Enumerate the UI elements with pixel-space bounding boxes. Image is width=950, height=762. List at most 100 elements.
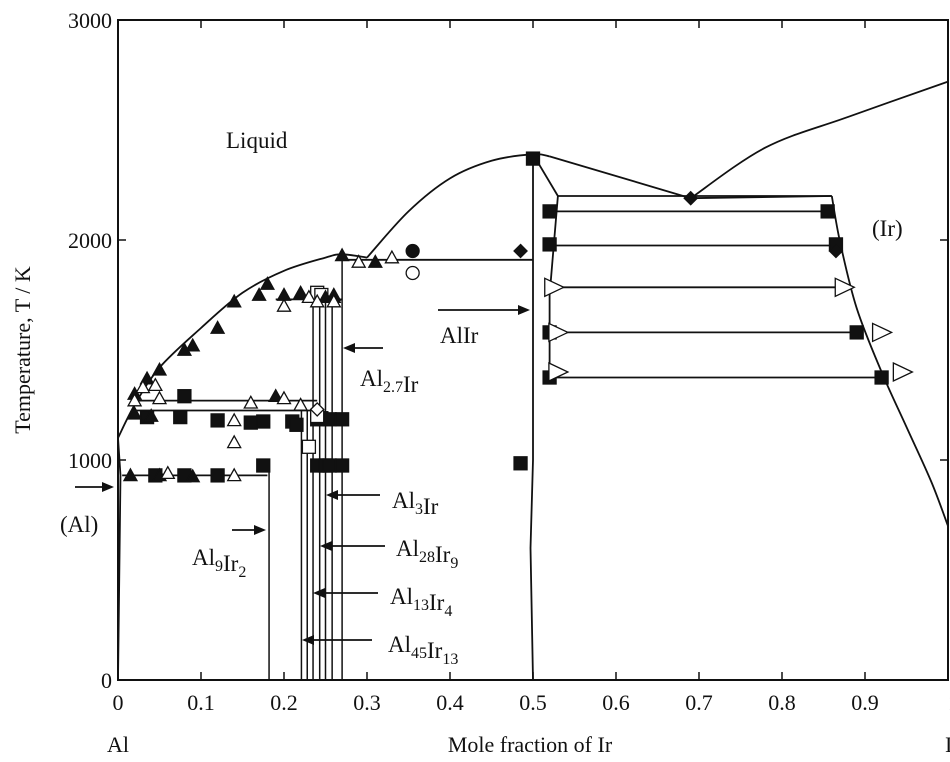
arrow-head	[343, 343, 355, 353]
x-tick-label: 0	[113, 690, 124, 715]
al-solvus	[117, 437, 122, 681]
open-square-point	[301, 439, 317, 454]
arrow-head	[302, 635, 314, 645]
x-tick-label: 0.1	[187, 690, 215, 715]
subscript: 2.7	[383, 379, 403, 396]
open-diamond-point	[309, 401, 325, 417]
x-tick-label: 0.8	[768, 690, 796, 715]
filled-triangle-point	[143, 408, 159, 422]
open-triangle-point	[276, 298, 292, 312]
compound-label-al9ir2: Al9Ir2	[192, 545, 246, 581]
subscript: 13	[442, 651, 458, 668]
x-tick-label: 0.9	[851, 690, 879, 715]
compound-label-al28ir9: Al28Ir9	[396, 536, 458, 572]
data-points	[122, 151, 914, 483]
filled-square-point	[334, 458, 350, 473]
subscript: 9	[450, 555, 458, 572]
filled-triangle-point	[209, 320, 226, 334]
x-end-label-al: Al	[107, 732, 129, 757]
filled-square-point	[256, 458, 271, 473]
y-tick-label: 0	[101, 668, 112, 693]
solvus-ir	[830, 195, 949, 527]
element-symbol: Ir	[429, 590, 445, 615]
open-triangle-point	[326, 293, 342, 308]
filled-square-point	[542, 237, 557, 252]
element-symbol: Al	[390, 584, 413, 609]
alir-right-boundary	[532, 153, 559, 383]
liquidus-al-rich	[117, 253, 368, 439]
arrow-head	[518, 305, 530, 315]
filled-triangle-point	[251, 287, 267, 301]
x-end-label-ir: Ir	[945, 732, 950, 757]
liquidus-ir-rich	[690, 80, 949, 199]
filled-square-point	[210, 413, 225, 428]
filled-square-point	[322, 458, 337, 473]
filled-triangle-point	[292, 284, 309, 299]
filled-triangle-point	[122, 467, 139, 482]
alir-left-boundary	[529, 154, 534, 681]
compound-label-al2-7ir: Al2.7Ir	[360, 366, 419, 397]
filled-triangle-point	[268, 388, 284, 403]
filled-triangle-point	[139, 370, 155, 385]
open-triangle-point	[151, 390, 168, 405]
element-symbol: Al	[396, 536, 419, 561]
open-triangle-endpoint	[892, 361, 914, 383]
phase-label-liquid: Liquid	[226, 128, 288, 153]
subscript: 13	[413, 597, 429, 614]
element-symbol: Ir	[423, 494, 439, 519]
filled-square-point	[177, 389, 192, 404]
open-triangle-point	[226, 412, 242, 427]
y-axis-label: Temperature, T / K	[10, 266, 35, 434]
subscript: 45	[411, 645, 427, 662]
filled-square-point	[173, 409, 188, 425]
arrow-head	[326, 490, 338, 500]
filled-square-point	[256, 414, 271, 429]
arrow-head	[313, 588, 325, 598]
filled-triangle-point	[259, 276, 276, 290]
filled-triangle-point	[334, 247, 350, 262]
liquidus-alir-right	[549, 155, 691, 200]
open-triangle-endpoint	[548, 322, 570, 343]
subscript: 3	[415, 501, 423, 518]
subscript: 2	[238, 564, 246, 581]
phase-label-al: (Al)	[60, 512, 98, 537]
subscript: 4	[444, 603, 452, 620]
compound-label-al13ir4: Al13Ir4	[390, 584, 452, 620]
element-symbol: Ir	[223, 551, 239, 576]
open-triangle-endpoint	[871, 322, 894, 343]
filled-triangle-point	[151, 361, 168, 376]
y-tick-label: 2000	[68, 228, 112, 253]
open-triangle-point	[309, 293, 325, 308]
filled-square-point	[542, 204, 557, 219]
annotation-arrows	[75, 305, 530, 645]
filled-square-point	[874, 370, 889, 385]
x-tick-label: 0.7	[685, 690, 713, 715]
liquidus-alir-dome	[366, 153, 550, 259]
filled-square-point	[513, 456, 528, 471]
filled-triangle-point	[126, 405, 143, 420]
x-tick-label: 0.3	[353, 690, 381, 715]
subscript: 28	[419, 549, 435, 566]
arrow-head	[102, 482, 114, 492]
element-symbol: Al	[192, 545, 215, 570]
element-symbol: Ir	[403, 372, 419, 397]
phase-boundaries	[117, 80, 949, 681]
element-symbol: Ir	[427, 638, 443, 663]
x-tick-label: 0.2	[270, 690, 298, 715]
element-symbol: Al	[360, 366, 383, 391]
filled-square-point	[210, 468, 225, 483]
filled-triangle-point	[185, 468, 201, 483]
arrow-head	[254, 525, 266, 535]
x-tick-label: 0.6	[602, 690, 630, 715]
open-triangle-point	[276, 390, 292, 405]
filled-square-point	[322, 412, 337, 427]
filled-diamond-point	[513, 243, 528, 259]
open-triangle-point	[243, 394, 259, 409]
phase-label-alir: AlIr	[440, 323, 479, 348]
y-tick-label: 3000	[68, 8, 112, 33]
open-triangle-point	[226, 434, 242, 449]
compound-label-al3ir: Al3Ir	[392, 488, 439, 519]
filled-triangle-point	[185, 337, 201, 352]
